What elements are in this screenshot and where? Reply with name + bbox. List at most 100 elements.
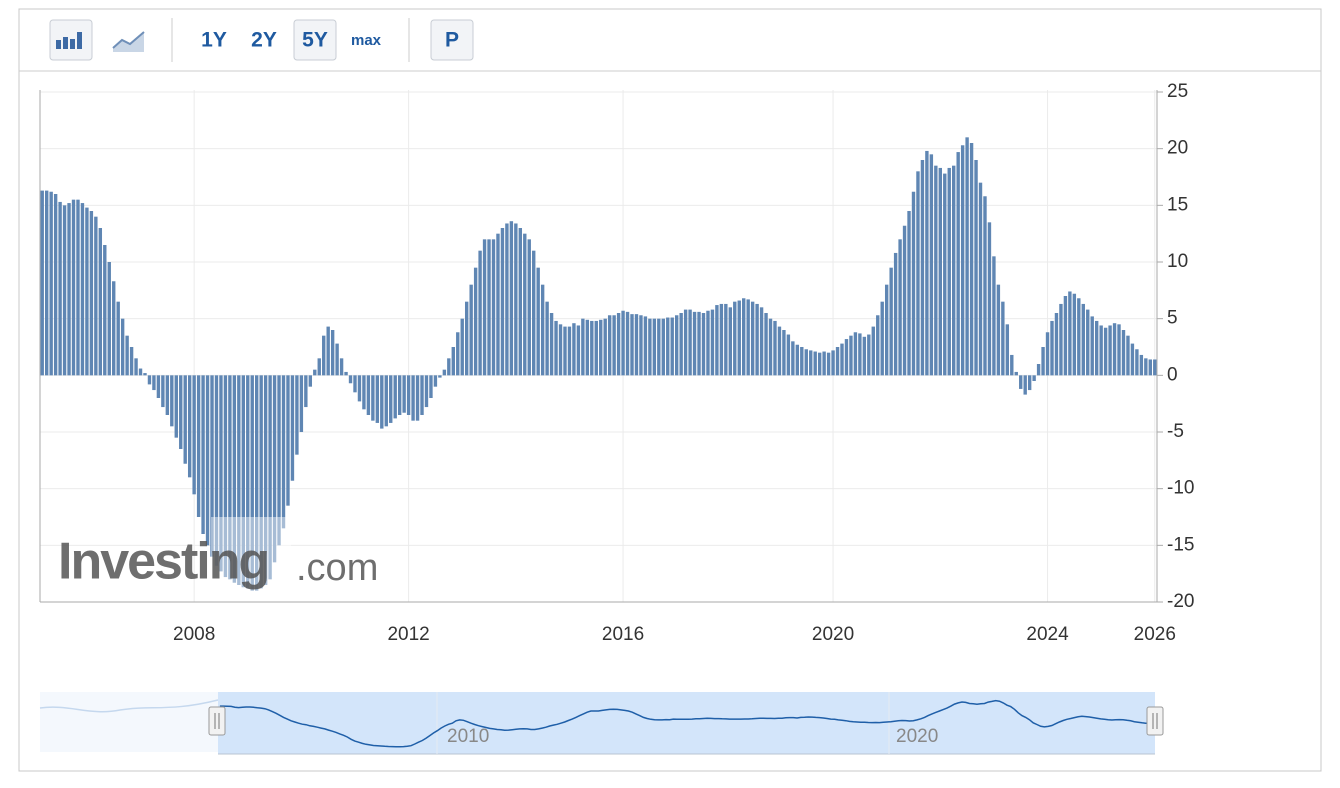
bar: [482, 239, 487, 376]
bar: [1059, 303, 1063, 376]
x-tick-label: 2020: [812, 624, 854, 645]
range-button[interactable]: 5Y: [302, 29, 328, 52]
bar: [335, 343, 339, 376]
bar: [165, 375, 170, 415]
range-button[interactable]: 2Y: [251, 29, 277, 52]
range-button[interactable]: max: [351, 32, 382, 49]
bar: [1032, 375, 1036, 381]
bar: [1001, 301, 1005, 376]
bar: [196, 375, 201, 517]
bar: [616, 313, 621, 376]
bar: [777, 326, 782, 376]
bar: [411, 375, 415, 421]
bar: [187, 375, 192, 478]
x-tick-label: 2008: [173, 624, 215, 645]
x-tick-label: 2026: [1134, 624, 1176, 645]
handle-grip: [214, 713, 220, 729]
bar: [992, 256, 996, 376]
bar: [496, 233, 500, 376]
bar: [701, 313, 706, 376]
range-button-active[interactable]: [293, 19, 337, 61]
watermark: Investing .com: [58, 533, 378, 591]
axes: -20 -15 -10 -5 0 5 10 15 20 25 2008 2012 2016 2020 202…: [39, 81, 1194, 645]
bar: [670, 317, 674, 376]
y-tick-label: -20: [1167, 591, 1194, 612]
bar: [742, 298, 746, 376]
bar: [456, 332, 460, 376]
bar: [330, 330, 335, 376]
x-tick-label: 2016: [602, 624, 644, 645]
bar: [505, 223, 509, 376]
bar: [1135, 349, 1139, 376]
y-tick-label: -10: [1167, 478, 1194, 499]
bar: [800, 347, 804, 376]
line-icon-button[interactable]: [112, 31, 145, 52]
bar: [943, 173, 947, 376]
bar: [1108, 325, 1112, 376]
handle-grip: [1152, 713, 1158, 729]
y-tick-label: 5: [1167, 308, 1178, 329]
bar: [853, 332, 858, 376]
bar: [1027, 375, 1032, 391]
bar: [103, 245, 107, 376]
bar: [795, 344, 800, 376]
period-label: P: [445, 29, 459, 52]
bar: [956, 152, 960, 376]
bars: [40, 137, 1157, 591]
bar: [840, 343, 844, 376]
bar: [263, 375, 268, 585]
bar: [161, 375, 165, 408]
bar: [916, 171, 920, 376]
bar: [893, 252, 898, 376]
bar: [344, 371, 348, 376]
navigator-handle[interactable]: [208, 706, 226, 736]
bar: [728, 307, 733, 376]
bar: [393, 375, 397, 419]
bar: [98, 228, 103, 376]
bar: [304, 375, 308, 408]
bar: [313, 369, 317, 376]
bar: [402, 375, 406, 413]
bar: [210, 375, 214, 557]
bar: [277, 375, 281, 546]
bar: [299, 375, 304, 432]
navigator-selection[interactable]: [218, 692, 1155, 754]
bar: [563, 326, 567, 376]
bar: [603, 318, 607, 376]
range-button[interactable]: 1Y: [201, 29, 227, 52]
bar: [281, 375, 286, 529]
navigator-history: [39, 699, 219, 713]
bar: [858, 333, 862, 376]
bar: [451, 347, 455, 376]
bar: [844, 339, 849, 376]
bar: [719, 303, 724, 376]
bar: [1019, 375, 1023, 389]
bar: [907, 211, 911, 376]
bar: [120, 318, 125, 376]
bar: [460, 318, 464, 376]
bar: [1072, 293, 1077, 376]
watermark-veil: [211, 517, 291, 592]
bar: [1023, 375, 1027, 395]
bar: [62, 205, 67, 376]
bar: [1144, 358, 1148, 376]
bar: [1068, 291, 1072, 376]
period-button[interactable]: [430, 19, 474, 61]
bar: [697, 311, 701, 376]
bar: [1103, 327, 1108, 376]
navigator-handle[interactable]: [1146, 706, 1164, 736]
bar: [1086, 309, 1090, 376]
bar: [94, 216, 98, 376]
bar: [634, 314, 639, 376]
bar: [53, 194, 58, 376]
y-tick-label: -15: [1167, 534, 1194, 555]
bar: [1014, 371, 1018, 376]
bar: [558, 324, 563, 376]
bar: [1099, 325, 1103, 376]
y-tick-label: 20: [1167, 138, 1188, 159]
navigator-label: 2020: [896, 726, 938, 747]
bar: [317, 358, 321, 376]
bar: [71, 199, 76, 376]
bar: [1077, 298, 1081, 376]
